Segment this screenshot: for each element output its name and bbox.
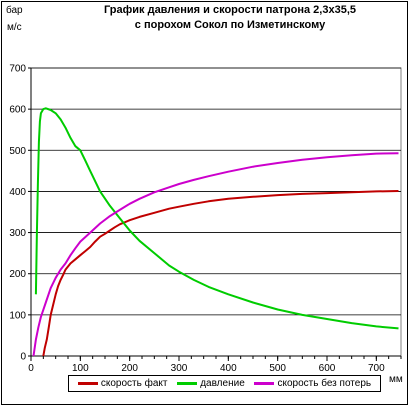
chart-title: График давления и скорости патрона 2,3х3…	[60, 3, 400, 33]
y-tick-label: 400	[9, 187, 26, 198]
x-tick-label: 600	[319, 363, 336, 374]
series-speed-lossless	[32, 152, 399, 357]
legend-swatch-pressure	[177, 382, 198, 385]
y-tick-label: 600	[9, 105, 26, 116]
series-pressure	[34, 107, 399, 330]
y-tick-label: 700	[9, 64, 26, 75]
legend-label-pressure: давление	[200, 378, 245, 389]
x-tick-label: 700	[368, 363, 385, 374]
y-unit-bottom: м/с	[7, 22, 22, 33]
x-tick-label: 400	[220, 363, 237, 374]
y-tick-label: 500	[9, 146, 26, 157]
legend: скорость факт давление скорость без поте…	[68, 375, 381, 392]
legend-swatch-speed-lossless	[254, 382, 275, 385]
legend-label-speed-lossless: скорость без потерь	[277, 378, 372, 389]
y-unit-top: бар	[6, 5, 23, 16]
legend-item-pressure: давление	[177, 378, 245, 389]
series-speed-actual	[42, 190, 399, 357]
legend-item-speed-actual: скорость факт	[77, 378, 168, 389]
x-tick-label: 500	[269, 363, 286, 374]
x-tick-label: 0	[28, 363, 34, 374]
x-unit: мм	[389, 374, 403, 385]
chart-title-line2: с порохом Сокол по Изметинскому	[134, 19, 326, 31]
y-tick-label: 300	[9, 228, 26, 239]
y-tick-label: 200	[9, 269, 26, 280]
legend-label-speed-actual: скорость факт	[100, 378, 168, 389]
x-tick-label: 100	[72, 363, 89, 374]
x-tick-label: 300	[171, 363, 188, 374]
x-tick-label: 200	[121, 363, 138, 374]
y-tick-label: 0	[20, 352, 26, 363]
plot-area	[30, 67, 402, 357]
chart-title-line1: График давления и скорости патрона 2,3х3…	[103, 4, 357, 16]
y-tick-label: 100	[9, 310, 26, 321]
legend-swatch-speed-actual	[77, 382, 98, 385]
legend-item-speed-lossless: скорость без потерь	[254, 378, 371, 389]
